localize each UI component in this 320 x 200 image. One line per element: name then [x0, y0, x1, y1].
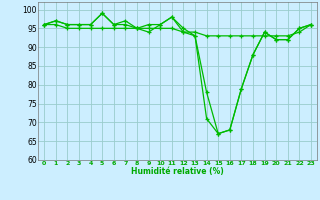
X-axis label: Humidité relative (%): Humidité relative (%): [131, 167, 224, 176]
